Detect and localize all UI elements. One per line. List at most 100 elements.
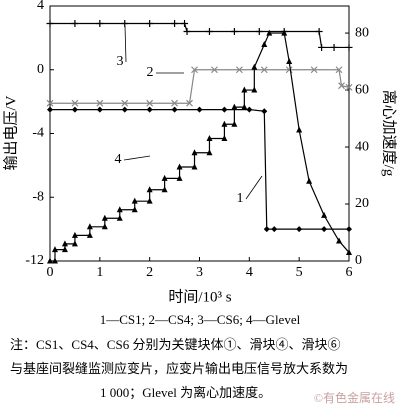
marker [321,226,328,233]
marker [206,134,213,141]
marker [260,66,268,74]
y-tick-label: -8 [32,189,44,204]
marker [221,120,228,127]
marker [263,226,270,233]
x-axis-label: 时间/10³ s [168,288,231,305]
marker [146,20,154,28]
marker [131,206,138,213]
y2-tick-label: 40 [355,139,369,154]
marker [246,106,253,113]
marker [47,257,53,264]
y-tick-label: 0 [37,62,44,77]
marker [121,99,129,107]
marker [296,226,303,233]
note-line: 1 000；Glevel 为离心加速度。 [100,385,271,401]
marker [336,237,343,244]
marker [86,231,93,238]
marker [181,20,189,28]
marker [46,99,54,107]
marker [71,99,79,107]
marker [221,106,228,113]
y-axis-label: 输出电压/V [2,95,19,170]
series-line [50,108,349,230]
x-tick-label: 6 [346,265,353,280]
marker [271,226,278,233]
marker [86,223,93,230]
marker [71,231,78,238]
marker [96,20,104,28]
marker [211,66,218,74]
x-tick-label: 3 [196,265,203,280]
y-tick-label: -4 [32,126,44,141]
marker [345,43,353,51]
marker [146,186,153,193]
marker [346,226,352,233]
marker [191,163,198,170]
watermark: ©有色金属在线 [314,390,395,405]
marker [51,257,58,264]
x-tick-label: 0 [47,265,54,280]
series-line [50,69,350,104]
caption: 1—CS1; 2—CS4; 3—CS6; 4—Glevel [100,312,301,327]
marker [306,177,313,184]
marker [186,99,193,107]
note-line: 注：CS1、CS4、CS6 分别为关键块体①、滑块④、滑块⑥ [10,337,340,352]
marker [191,66,198,74]
annotation: 4 [115,152,122,167]
marker [116,214,123,221]
marker [171,20,179,28]
marker [101,214,108,221]
marker [281,29,288,36]
marker [51,246,58,253]
marker [221,134,228,141]
marker [161,186,168,193]
marker [251,63,258,70]
marker [46,20,54,28]
y-tick-label: 4 [37,0,44,13]
marker [205,28,213,35]
marker [231,103,238,110]
marker [61,246,68,253]
marker [47,106,53,113]
annotation: 1 [237,191,244,206]
marker [121,20,129,28]
marker [71,106,78,113]
marker [330,43,338,51]
y2-tick-label: 80 [355,25,369,40]
marker [146,197,153,204]
marker [131,197,138,204]
marker [101,223,108,230]
marker [286,58,293,65]
marker [206,149,213,156]
marker [96,99,104,107]
marker [196,106,203,113]
marker [146,106,153,113]
annotation: 2 [147,65,154,80]
x-tick-label: 5 [296,265,303,280]
x-tick-label: 2 [146,265,153,280]
marker [315,28,323,35]
marker [266,29,273,36]
marker [338,82,345,90]
marker [345,83,353,91]
marker [176,163,183,170]
note-line: 与基座间裂缝监测应变片，应变片输出电压信号放大系数为 [10,361,348,376]
marker [310,66,318,74]
marker [161,174,168,181]
y2-tick-label: 20 [355,196,369,211]
marker [231,120,238,127]
marker [171,99,179,107]
marker [241,103,248,110]
marker [116,206,123,213]
marker [261,108,268,115]
x-tick-label: 1 [96,265,103,280]
marker [71,240,78,247]
y2-axis-label: 离心加速度/g [381,90,398,177]
x-tick-label: 4 [246,265,253,280]
marker [335,66,343,74]
marker [121,106,128,113]
series-line [50,32,350,262]
marker [255,28,263,35]
